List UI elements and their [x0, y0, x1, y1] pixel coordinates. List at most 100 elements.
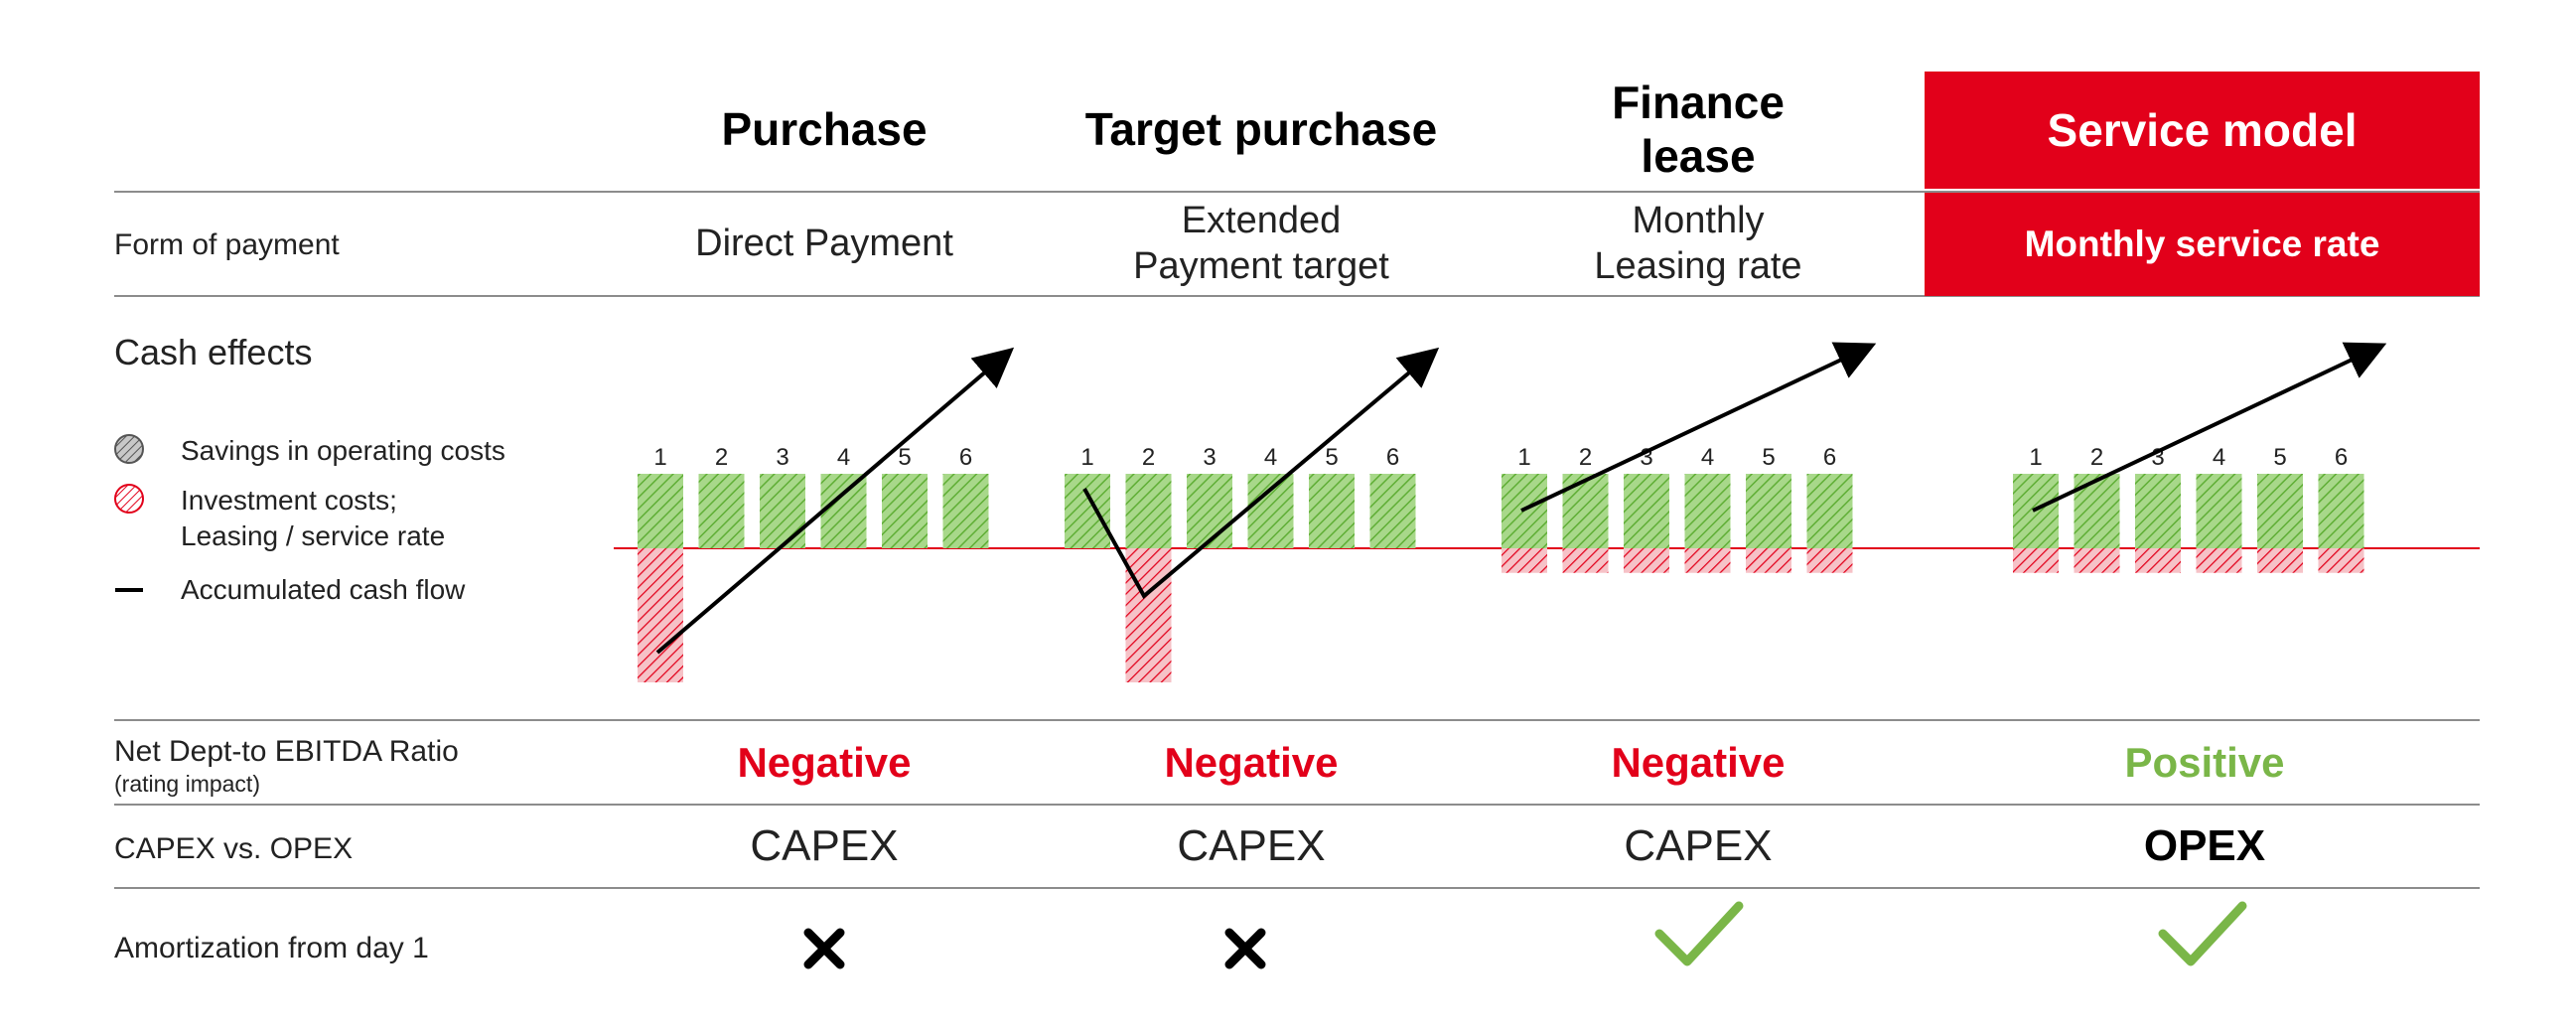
- legend-savings: Savings in operating costs: [181, 435, 505, 466]
- cost-bar: [1624, 548, 1669, 573]
- divider-rating: [114, 804, 2480, 806]
- accumulated-cashflow-arrow: [655, 347, 1015, 655]
- savings-legend-icon: [114, 434, 144, 464]
- row-label-capex-opex: CAPEX vs. OPEX: [114, 832, 354, 865]
- row-label-net-debt: Net Dept-to EBITDA Ratio: [114, 735, 459, 768]
- period-label: 5: [1325, 444, 1338, 471]
- savings-bar: [1125, 474, 1172, 548]
- savings-bar: [2196, 474, 2242, 548]
- period-label: 6: [1386, 444, 1399, 471]
- rating-service-model: Positive: [2124, 738, 2285, 786]
- savings-bar: [882, 474, 928, 548]
- payment-purchase: Direct Payment: [695, 222, 953, 264]
- row-label-amortization: Amortization from day 1: [114, 932, 429, 964]
- cost-bar: [1125, 548, 1172, 682]
- savings-bar: [1746, 474, 1791, 548]
- savings-bar: [638, 474, 683, 548]
- savings-bar: [2257, 474, 2303, 548]
- period-label: 4: [1264, 444, 1277, 471]
- period-label: 6: [2335, 444, 2348, 471]
- savings-bar: [1309, 474, 1355, 548]
- savings-bar: [1562, 474, 1609, 548]
- period-label: 2: [2090, 444, 2103, 471]
- period-label: 5: [1762, 444, 1775, 471]
- cost-bar: [1806, 548, 1853, 573]
- savings-bar: [1684, 474, 1731, 548]
- investment-legend-icon: [114, 484, 144, 514]
- cost-bar: [1746, 548, 1791, 573]
- divider-cash: [114, 719, 2480, 721]
- period-label: 5: [898, 444, 911, 471]
- period-label: 6: [1823, 444, 1836, 471]
- cross-icon: [1224, 928, 1266, 969]
- payment-finance-lease: Monthly Leasing rate: [1594, 199, 1802, 287]
- legend-accumulated: Accumulated cash flow: [181, 574, 466, 605]
- cost-bar: [2196, 548, 2242, 573]
- accumulated-cashflow-arrow: [2032, 342, 2387, 513]
- savings-bar: [820, 474, 867, 548]
- savings-bar: [1806, 474, 1853, 548]
- savings-bar: [698, 474, 745, 548]
- check-icon: [1654, 901, 1744, 966]
- period-label: 1: [2029, 444, 2042, 471]
- period-label: 2: [1579, 444, 1592, 471]
- legend-investment-1: Investment costs;: [181, 485, 397, 516]
- legend-swatches: [114, 434, 144, 592]
- period-label: 1: [1080, 444, 1093, 471]
- period-label: 4: [2213, 444, 2225, 471]
- period-label: 5: [2273, 444, 2286, 471]
- column-header-target-purchase: Target purchase: [1084, 103, 1438, 155]
- savings-bar: [1624, 474, 1669, 548]
- capex-target-purchase: CAPEX: [1177, 821, 1326, 870]
- cost-bar: [1684, 548, 1731, 573]
- column-header-service-model: Service model: [1925, 72, 2480, 189]
- payment-service-model: Monthly service rate: [1925, 193, 2480, 296]
- column-header-finance-lease: Finance lease: [1612, 76, 1785, 182]
- rating-target-purchase: Negative: [1164, 738, 1339, 786]
- opex-service-model: OPEX: [2143, 821, 2266, 870]
- period-label: 1: [1517, 444, 1530, 471]
- savings-bar: [1065, 474, 1110, 548]
- payment-target-purchase: Extended Payment target: [1133, 199, 1389, 287]
- legend-investment-2: Leasing / service rate: [181, 520, 446, 551]
- capex-purchase: CAPEX: [750, 821, 899, 870]
- cross-icon: [803, 928, 845, 969]
- accumulated-cashflow-arrow: [1520, 342, 1877, 513]
- cost-bar: [2074, 548, 2120, 573]
- divider-header: [114, 191, 2480, 193]
- savings-bar: [2074, 474, 2120, 548]
- rating-purchase: Negative: [737, 738, 912, 786]
- period-label: 2: [1142, 444, 1155, 471]
- row-label-cash-effects: Cash effects: [114, 332, 313, 372]
- savings-bar: [1187, 474, 1232, 548]
- row-label-net-debt-sub: (rating impact): [114, 771, 260, 797]
- period-label: 2: [715, 444, 728, 471]
- cost-bar: [2257, 548, 2303, 573]
- savings-bar: [1369, 474, 1416, 548]
- divider-payment: [114, 295, 2480, 297]
- period-label: 3: [776, 444, 788, 471]
- row-label-form-of-payment: Form of payment: [114, 228, 340, 261]
- savings-bar: [1247, 474, 1294, 548]
- cost-bar: [1502, 548, 1547, 573]
- period-label: 1: [653, 444, 666, 471]
- divider-capex: [114, 887, 2480, 889]
- rating-finance-lease: Negative: [1611, 738, 1786, 786]
- period-label: 6: [959, 444, 972, 471]
- period-label: 3: [1203, 444, 1216, 471]
- period-label: 4: [1701, 444, 1714, 471]
- cost-bar: [2013, 548, 2059, 573]
- savings-bar: [2318, 474, 2364, 548]
- check-icon: [2158, 901, 2247, 966]
- capex-finance-lease: CAPEX: [1624, 821, 1773, 870]
- savings-bar: [2135, 474, 2181, 548]
- cost-bar: [2318, 548, 2364, 573]
- cost-bar: [1562, 548, 1609, 573]
- savings-bar: [942, 474, 989, 548]
- column-header-purchase: Purchase: [721, 103, 928, 155]
- accumulated-cashflow-arrow: [1082, 347, 1440, 600]
- cost-bar: [638, 548, 683, 682]
- cost-bar: [2135, 548, 2181, 573]
- period-label: 4: [837, 444, 850, 471]
